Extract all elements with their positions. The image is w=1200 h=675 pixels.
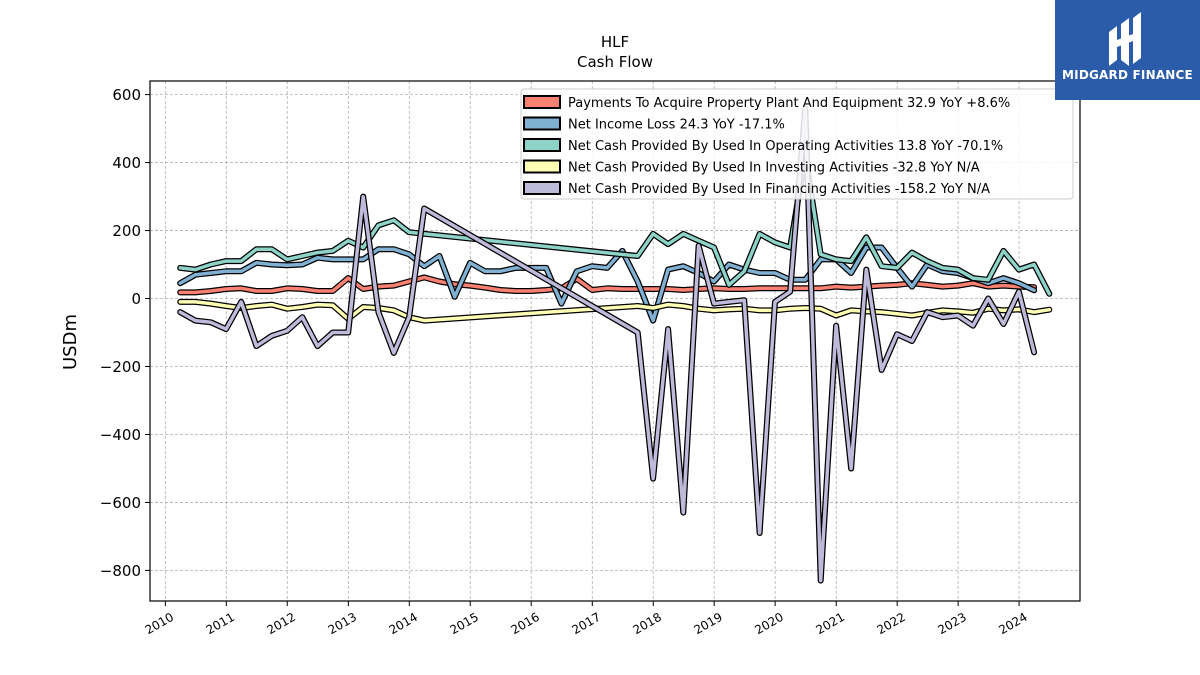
legend: Payments To Acquire Property Plant And E… [520,88,1074,200]
legend-label: Net Cash Provided By Used In Operating A… [568,139,1003,154]
legend-label: Net Cash Provided By Used In Investing A… [568,161,980,176]
legend-swatch [523,159,561,174]
y-tick-label: −800 [100,562,141,580]
series-line [178,154,1052,296]
legend-box [520,88,1074,200]
y-tick-label: 0 [131,290,141,308]
legend-label: Net Cash Provided By Used In Financing A… [568,182,990,197]
x-tick-label: 2013 [326,610,359,637]
brand-logo: MIDGARD FINANCE [1055,0,1200,100]
chart-title: HLF [601,33,629,51]
y-tick-label: 600 [112,86,141,104]
x-tick-label: 2010 [143,610,176,637]
legend-swatch [523,95,561,109]
x-tick-label: 2012 [265,610,298,637]
series-line [178,106,1036,583]
plot-frame [149,80,1081,602]
series-5 [177,105,1038,584]
x-tick-label: 2011 [204,610,237,637]
x-tick-label: 2022 [874,610,907,637]
x-tick-label: 2020 [752,610,785,637]
y-tick-label: 200 [112,222,141,240]
legend-swatch [523,138,561,152]
y-tick-label: −600 [100,494,141,512]
y-axis-label: USDm [60,314,81,370]
x-tick-label: 2017 [570,610,603,637]
series-3 [177,152,1053,297]
series-line [178,275,1036,295]
series-lines [177,105,1053,584]
chart-subtitle: Cash Flow [577,53,653,71]
y-tick-label: 400 [112,154,141,172]
series-2 [177,244,1038,324]
x-tick-label: 2014 [387,610,420,637]
x-tick-label: 2016 [508,610,541,637]
series-line [178,245,1036,323]
x-tick-label: 2018 [631,610,664,637]
logo-text: MIDGARD FINANCE [1062,68,1193,82]
legend-swatch [523,181,561,195]
x-tick-label: 2015 [448,610,481,637]
x-tick-label: 2023 [935,610,968,637]
series-1 [177,274,1038,296]
series-line [178,300,1052,323]
x-tick-label: 2024 [996,610,1029,637]
x-tick-label: 2019 [691,610,724,637]
legend-label: Net Income Loss 24.3 YoY -17.1% [568,118,785,133]
x-tick-label: 2021 [814,610,847,637]
y-tick-label: −400 [100,426,141,444]
legend-swatch [523,116,561,131]
y-tick-label: −200 [100,358,141,376]
midgard-logo-icon [1109,12,1141,66]
series-4 [177,298,1053,324]
legend-label: Payments To Acquire Property Plant And E… [568,96,1010,111]
